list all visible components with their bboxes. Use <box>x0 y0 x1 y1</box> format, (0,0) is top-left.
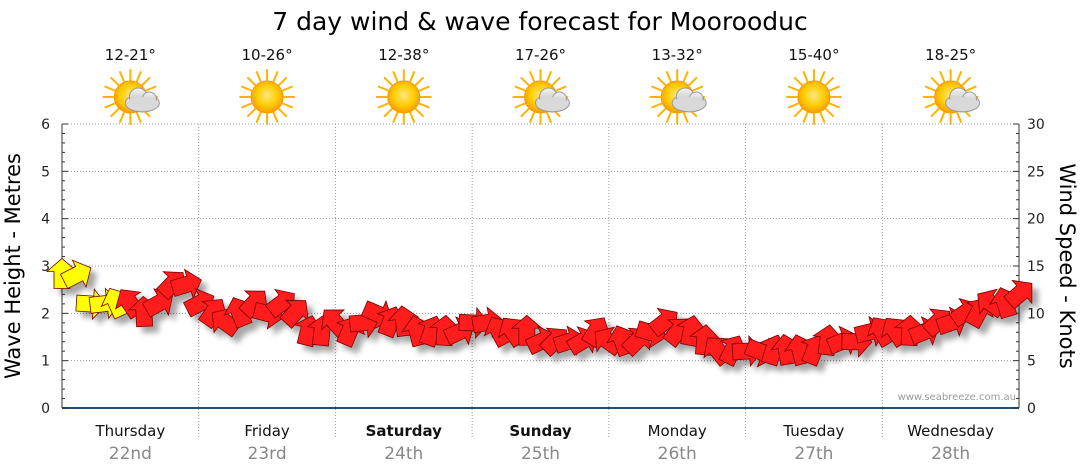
day-name-label: Friday <box>244 422 290 440</box>
day-temperature: 12-21° <box>105 46 156 64</box>
y-left-tick-label: 0 <box>41 401 50 417</box>
day-date-label: 24th <box>384 444 423 464</box>
y-left-tick-label: 1 <box>41 354 50 370</box>
chart-grid <box>62 123 1019 438</box>
day-temperature: 10-26° <box>242 46 293 64</box>
y-right-tick-label: 5 <box>1027 354 1036 370</box>
partly-cloudy-icon <box>512 69 570 125</box>
partly-cloudy-icon <box>102 69 160 125</box>
y-right-tick-label: 15 <box>1027 259 1045 275</box>
day-date-label: 26th <box>658 444 697 464</box>
watermark: www.seabreeze.com.au <box>898 392 1016 403</box>
partly-cloudy-icon <box>922 69 981 125</box>
day-name-label: Wednesday <box>907 422 994 440</box>
day-date-label: 28th <box>931 444 970 464</box>
day-date-label: 25th <box>521 444 560 464</box>
y-right-tick-label: 20 <box>1027 212 1045 228</box>
wind-arrow-point <box>59 259 92 290</box>
day-header: 12-21° 10-26° 12-38° 17-26° 13-32° 15-40° 18-2… <box>102 46 981 125</box>
y-right-tick-label: 25 <box>1027 164 1045 180</box>
wind-arrow-point <box>279 299 309 329</box>
y-right-tick-label: 30 <box>1027 117 1045 133</box>
day-temperature: 12-38° <box>378 46 429 64</box>
partly-cloudy-icon <box>649 69 707 125</box>
y-right-tick-label: 10 <box>1027 306 1045 322</box>
day-date-label: 22nd <box>109 444 152 464</box>
y-left-axis-label: Wave Height - Metres <box>1 153 25 379</box>
day-temperature: 18-25° <box>925 46 976 64</box>
y-left-tick-label: 2 <box>41 306 50 322</box>
day-name-label: Saturday <box>366 422 443 440</box>
y-right-tick-label: 0 <box>1027 401 1036 417</box>
day-temperature: 15-40° <box>788 46 839 64</box>
day-date-label: 23rd <box>248 444 287 464</box>
sunny-icon <box>239 69 296 125</box>
y-left-tick-label: 5 <box>41 164 50 180</box>
y-right-axis-label: Wind Speed - Knots <box>1055 163 1079 368</box>
x-axis-day-labels: Thursday 22nd Friday 23rd Saturday 24th Sunday… <box>94 422 994 464</box>
day-date-label: 27th <box>794 444 833 464</box>
day-name-label: Thursday <box>94 422 165 440</box>
day-name-label: Tuesday <box>782 422 844 440</box>
wind-arrow-point <box>1003 279 1033 310</box>
chart-axes: 0 1 2 3 4 5 6 0 5 10 15 20 25 30 <box>41 117 1045 417</box>
y-left-tick-label: 4 <box>41 212 50 228</box>
sunny-icon <box>785 69 842 125</box>
day-temperature: 17-26° <box>515 46 566 64</box>
chart-title: 7 day wind & wave forecast for Moorooduc <box>272 7 807 36</box>
y-left-tick-label: 6 <box>41 117 50 133</box>
day-name-label: Monday <box>648 422 707 440</box>
y-left-tick-label: 3 <box>41 259 50 275</box>
day-temperature: 13-32° <box>652 46 703 64</box>
wind-arrows-series <box>45 257 1033 368</box>
sunny-icon <box>375 69 432 125</box>
day-name-label: Sunday <box>509 422 572 440</box>
